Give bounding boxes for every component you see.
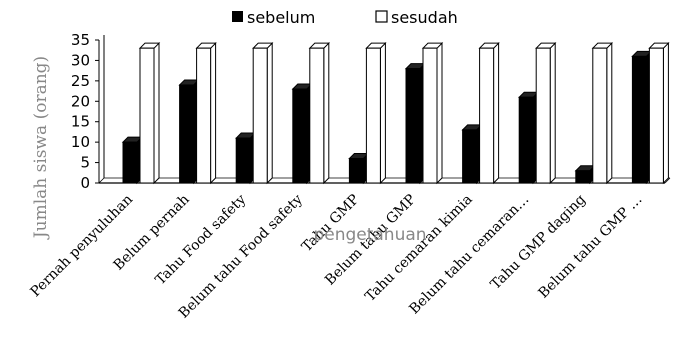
legend-label-sebelum: sebelum	[247, 8, 315, 27]
x-axis-title: pengetahuan	[313, 225, 426, 245]
floor-edge-right	[664, 177, 671, 184]
bar-side-face	[436, 41, 443, 185]
bar-side-face	[153, 41, 160, 185]
y-axis-title: Jumlah siswa (orang)	[31, 56, 51, 240]
bar-side-face	[493, 41, 500, 185]
bar-sebelum	[461, 123, 483, 185]
bar-front-face	[422, 47, 438, 184]
bar-side-face	[606, 41, 613, 185]
legend-swatch-sebelum	[232, 11, 243, 22]
bar-front-face	[648, 47, 664, 184]
bar-sebelum	[121, 135, 144, 185]
bar-sesudah	[478, 41, 500, 185]
bar-side-face	[210, 41, 217, 185]
floor-edge-left	[98, 177, 105, 184]
bar-front-face	[122, 141, 138, 184]
bar-sebelum	[178, 78, 200, 185]
legend-swatch-sesudah	[375, 10, 388, 23]
bar-front-face	[365, 47, 381, 184]
bar-side-face	[549, 41, 556, 185]
bar-sebelum	[348, 152, 370, 185]
bar-front-face	[631, 55, 647, 184]
bar-sesudah	[648, 41, 670, 185]
bar-front-face	[592, 47, 608, 184]
bar-sesudah	[138, 41, 161, 185]
y-tick-label: 0	[80, 174, 90, 192]
y-tick-label: 10	[71, 133, 90, 151]
bar-sesudah	[251, 41, 274, 185]
legend: sebelum sesudah	[232, 8, 458, 27]
bar-sesudah	[308, 41, 331, 185]
bar-side-face	[323, 41, 330, 185]
y-tick-label: 25	[71, 72, 90, 90]
x-tick-label: Tahu cemaran kimia	[362, 192, 475, 305]
y-tick-label: 20	[71, 92, 90, 110]
bar-front-face	[292, 88, 308, 184]
bar-side-face	[379, 41, 386, 185]
bar-front-face	[309, 47, 325, 184]
bar-sebelum	[574, 164, 597, 185]
bar-front-face	[462, 129, 478, 184]
bar-front-face	[535, 47, 551, 184]
bar-front-face	[479, 47, 495, 184]
bar-side-face	[662, 41, 669, 185]
bar-sesudah	[421, 41, 444, 185]
bar-sebelum	[404, 62, 427, 185]
x-tick-label: Belum tahu GMP …	[535, 192, 645, 302]
bar-front-face	[235, 137, 251, 184]
bar-front-face	[348, 157, 364, 184]
legend-label-sesudah: sesudah	[391, 8, 458, 27]
y-tick-label: 35	[71, 31, 90, 49]
y-tick-label: 15	[71, 113, 90, 131]
bar-front-face	[179, 84, 195, 184]
bar-sebelum	[291, 82, 314, 185]
bar-front-face	[405, 68, 421, 184]
bar-sesudah	[195, 41, 217, 185]
bar-sebelum	[234, 131, 257, 185]
bar-sesudah	[365, 41, 387, 185]
bar-front-face	[196, 47, 212, 184]
bar-side-face	[266, 41, 273, 185]
y-tick-label: 30	[71, 51, 90, 69]
bar-sesudah	[534, 41, 557, 185]
bar-front-face	[518, 96, 534, 184]
bar-front-face	[252, 47, 268, 184]
bar-front-face	[575, 170, 591, 184]
y-tick-label: 5	[80, 154, 90, 172]
x-tick-label: Tahu GMP daging	[488, 191, 589, 292]
bar-sebelum	[517, 90, 540, 185]
bar-front-face	[139, 47, 155, 184]
bar-sesudah	[591, 41, 614, 185]
bar-sebelum	[631, 50, 653, 185]
